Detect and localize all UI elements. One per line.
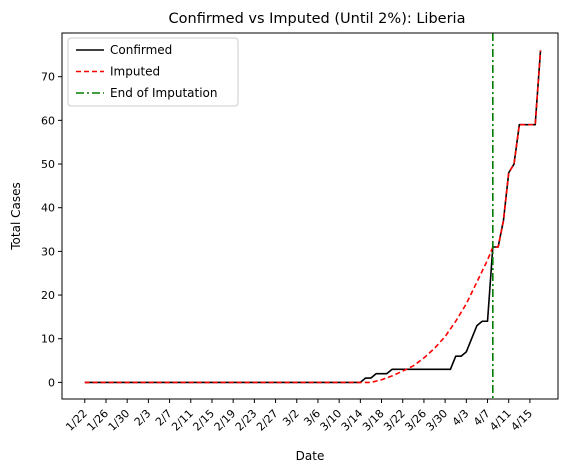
x-tick-label: 2/15 bbox=[190, 407, 217, 434]
x-tick-label: 2/19 bbox=[212, 407, 239, 434]
y-tick-label: 0 bbox=[48, 376, 55, 389]
series-line-imputed bbox=[84, 50, 542, 384]
y-tick-label: 40 bbox=[41, 202, 55, 215]
x-tick-label: 1/22 bbox=[63, 407, 90, 434]
chart-title: Confirmed vs Imputed (Until 2%): Liberia bbox=[169, 11, 466, 27]
x-tick-label: 1/30 bbox=[106, 407, 133, 434]
x-axis-label: Date bbox=[296, 449, 325, 463]
legend-label: Imputed bbox=[110, 65, 160, 79]
y-tick-label: 10 bbox=[41, 333, 55, 346]
y-axis-ticks: 0 10 20 30 40 50 60 70 bbox=[41, 71, 62, 389]
x-tick-label: 4/11 bbox=[487, 407, 514, 434]
y-axis-label: Total Cases bbox=[9, 182, 23, 250]
legend-box bbox=[67, 37, 239, 107]
legend-label: End of Imputation bbox=[110, 86, 218, 100]
y-tick-label: 50 bbox=[41, 158, 55, 171]
x-tick-label: 2/3 bbox=[132, 407, 154, 429]
y-tick-label: 30 bbox=[41, 245, 55, 258]
legend: Confirmed Imputed End of Imputation bbox=[67, 37, 239, 107]
x-tick-label: 2/23 bbox=[233, 407, 260, 434]
x-tick-label: 3/30 bbox=[424, 407, 451, 434]
x-tick-label: 2/11 bbox=[169, 407, 196, 434]
legend-label: Confirmed bbox=[110, 43, 172, 57]
x-tick-label: 3/22 bbox=[381, 407, 408, 434]
x-tick-label: 4/3 bbox=[450, 407, 472, 429]
x-tick-label: 3/18 bbox=[360, 407, 387, 434]
x-tick-label: 3/2 bbox=[280, 407, 302, 429]
series-layer bbox=[84, 50, 542, 384]
x-tick-label: 3/10 bbox=[318, 407, 345, 434]
x-tick-label: 3/26 bbox=[402, 407, 429, 434]
x-tick-label: 2/27 bbox=[254, 407, 281, 434]
x-tick-label: 4/15 bbox=[508, 407, 535, 434]
y-tick-label: 70 bbox=[41, 71, 55, 84]
plot-frame bbox=[61, 32, 559, 400]
y-tick-label: 60 bbox=[41, 114, 55, 127]
x-tick-label: 1/26 bbox=[84, 407, 111, 434]
x-axis-ticks: 1/221/261/30 2/3 2/72/112/152/192/232/27 3/… bbox=[63, 399, 535, 434]
x-tick-label: 3/14 bbox=[339, 407, 366, 434]
y-tick-label: 20 bbox=[41, 289, 55, 302]
